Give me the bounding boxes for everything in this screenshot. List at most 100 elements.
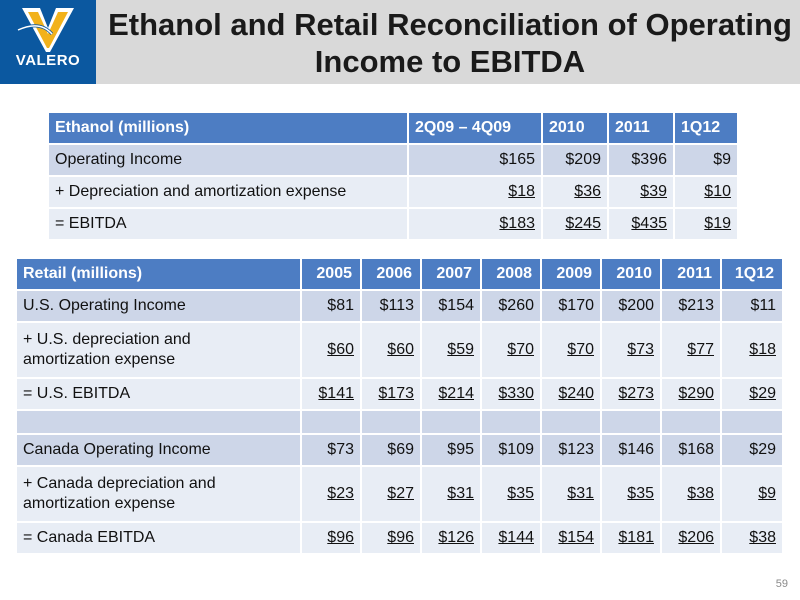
cell-value: $18 [508, 183, 535, 200]
ethanol-header-col: 1Q12 [675, 113, 737, 143]
cell-value: $39 [640, 183, 667, 200]
cell-value: $181 [618, 529, 654, 546]
cell-value: $206 [678, 529, 714, 546]
cell-value: $19 [704, 215, 731, 232]
retail-header-col: 2005 [302, 259, 360, 289]
cell-value: $214 [438, 385, 474, 402]
retail-header-col: 2006 [362, 259, 420, 289]
row-label: = U.S. EBITDA [17, 379, 300, 409]
table-row: Operating Income $165 $209 $396 $9 [49, 145, 737, 175]
cell-value: $10 [704, 183, 731, 200]
cell-value: $96 [387, 529, 414, 546]
cell-value: $27 [387, 485, 414, 502]
cell-value: $95 [422, 435, 480, 465]
cell-value: $73 [627, 341, 654, 358]
cell-value: $200 [602, 291, 660, 321]
cell-value: $141 [318, 385, 354, 402]
valero-logo-text: VALERO [15, 52, 81, 69]
table-row: U.S. Operating Income $81 $113 $154 $260… [17, 291, 782, 321]
row-label: + Depreciation and amortization expense [49, 177, 407, 207]
cell-value: $245 [565, 215, 601, 232]
cell-value: $73 [302, 435, 360, 465]
cell-value: $168 [662, 435, 720, 465]
cell-value: $154 [558, 529, 594, 546]
row-label: = Canada EBITDA [17, 523, 300, 553]
table-row: = EBITDA $183 $245 $435 $19 [49, 209, 737, 239]
cell-value: $81 [302, 291, 360, 321]
cell-value: $290 [678, 385, 714, 402]
cell-value: $59 [447, 341, 474, 358]
cell-value: $35 [627, 485, 654, 502]
row-label: U.S. Operating Income [17, 291, 300, 321]
cell-value: $36 [574, 183, 601, 200]
cell-value: $38 [749, 529, 776, 546]
spacer-row [17, 411, 782, 433]
retail-header-col: 2007 [422, 259, 480, 289]
cell-value: $170 [542, 291, 600, 321]
cell-value: $77 [687, 341, 714, 358]
cell-value: $29 [749, 385, 776, 402]
cell-value: $31 [567, 485, 594, 502]
row-label: Canada Operating Income [17, 435, 300, 465]
cell-value: $31 [447, 485, 474, 502]
row-label: Operating Income [49, 145, 407, 175]
row-label-line-1: + Canada depreciation and [23, 475, 216, 492]
retail-header-col: 2010 [602, 259, 660, 289]
cell-value: $240 [558, 385, 594, 402]
cell-value: $70 [507, 341, 534, 358]
cell-value: $396 [609, 145, 673, 175]
retail-header-row: Retail (millions) 2005 2006 2007 2008 20… [17, 259, 782, 289]
title-bar: VALERO Ethanol and Retail Reconciliation… [0, 0, 800, 84]
cell-value: $435 [631, 215, 667, 232]
cell-value: $109 [482, 435, 540, 465]
cell-value: $330 [498, 385, 534, 402]
cell-value: $126 [438, 529, 474, 546]
retail-header-col: 2011 [662, 259, 720, 289]
cell-value: $96 [327, 529, 354, 546]
cell-value: $9 [758, 485, 776, 502]
cell-value: $23 [327, 485, 354, 502]
cell-value: $173 [378, 385, 414, 402]
cell-value: $11 [722, 291, 782, 321]
row-label: = EBITDA [49, 209, 407, 239]
retail-header-col: 2009 [542, 259, 600, 289]
table-row: Canada Operating Income $73 $69 $95 $109… [17, 435, 782, 465]
cell-value: $260 [482, 291, 540, 321]
page-title-line-1: Ethanol and Retail Reconciliation of Ope… [108, 7, 792, 42]
retail-table: Retail (millions) 2005 2006 2007 2008 20… [15, 257, 784, 555]
cell-value: $35 [507, 485, 534, 502]
cell-value: $144 [498, 529, 534, 546]
row-label-line-2: amortization expense [23, 495, 176, 512]
table-row: = U.S. EBITDA $141 $173 $214 $330 $240 $… [17, 379, 782, 409]
ethanol-header-col: 2011 [609, 113, 673, 143]
page-title-line-2: Income to EBITDA [314, 44, 586, 79]
table-row: + Canada depreciation and amortization e… [17, 467, 782, 521]
cell-value: $38 [687, 485, 714, 502]
cell-value: $165 [409, 145, 541, 175]
cell-value: $209 [543, 145, 607, 175]
retail-header-label: Retail (millions) [17, 259, 300, 289]
page-number: 59 [775, 578, 788, 590]
row-label: + Canada depreciation and amortization e… [17, 467, 300, 521]
cell-value: $123 [542, 435, 600, 465]
cell-value: $69 [362, 435, 420, 465]
cell-value: $60 [327, 341, 354, 358]
table-row: + Depreciation and amortization expense … [49, 177, 737, 207]
cell-value: $146 [602, 435, 660, 465]
valero-logo: VALERO [0, 0, 96, 84]
cell-value: $29 [722, 435, 782, 465]
ethanol-header-col: 2Q09 – 4Q09 [409, 113, 541, 143]
retail-header-col: 1Q12 [722, 259, 782, 289]
ethanol-header-col: 2010 [543, 113, 607, 143]
ethanol-header-label: Ethanol (millions) [49, 113, 407, 143]
table-row: + U.S. depreciation and amortization exp… [17, 323, 782, 377]
row-label-line-2: amortization expense [23, 351, 176, 368]
cell-value: $113 [362, 291, 420, 321]
retail-header-col: 2008 [482, 259, 540, 289]
cell-value: $213 [662, 291, 720, 321]
cell-value: $18 [749, 341, 776, 358]
row-label-line-1: + U.S. depreciation and [23, 331, 191, 348]
row-label: + U.S. depreciation and amortization exp… [17, 323, 300, 377]
ethanol-header-row: Ethanol (millions) 2Q09 – 4Q09 2010 2011… [49, 113, 737, 143]
ethanol-table: Ethanol (millions) 2Q09 – 4Q09 2010 2011… [47, 111, 739, 241]
